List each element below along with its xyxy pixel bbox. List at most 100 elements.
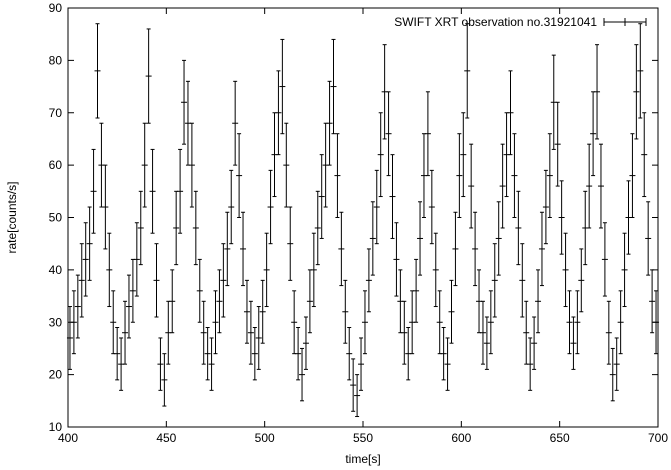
data-point	[338, 211, 345, 287]
data-point	[637, 23, 644, 119]
data-point	[157, 337, 164, 391]
data-point	[291, 290, 298, 355]
data-point	[133, 222, 140, 297]
data-point	[208, 337, 215, 391]
data-point	[605, 300, 612, 365]
data-point	[295, 326, 302, 381]
data-point	[499, 143, 506, 229]
y-tick-label: 50	[49, 211, 63, 225]
data-point	[70, 290, 77, 355]
data-point	[141, 122, 148, 208]
data-point	[617, 290, 624, 355]
x-tick-label: 600	[451, 431, 471, 445]
data-point	[456, 133, 463, 218]
data-point	[507, 70, 514, 156]
data-point	[318, 154, 325, 239]
data-point	[122, 300, 129, 365]
y-tick-label: 90	[49, 1, 63, 15]
data-point	[550, 54, 557, 150]
data-point	[594, 44, 601, 140]
data-point	[377, 112, 384, 198]
data-point	[263, 232, 270, 308]
data-point	[251, 326, 258, 381]
x-tick-label: 450	[156, 431, 176, 445]
data-point	[66, 306, 73, 370]
data-point	[527, 337, 534, 391]
y-axis-label: rate[counts/s]	[5, 181, 19, 253]
data-point	[306, 269, 313, 334]
x-tick-label: 650	[550, 431, 570, 445]
data-point	[393, 222, 400, 297]
data-point	[240, 211, 247, 287]
data-point	[365, 248, 372, 313]
y-tick-label: 80	[49, 53, 63, 67]
data-point	[102, 164, 109, 250]
data-point	[653, 290, 660, 355]
data-point	[621, 232, 628, 308]
data-point	[440, 326, 447, 381]
legend: SWIFT XRT observation no.31921041	[394, 15, 647, 29]
data-point	[192, 190, 199, 266]
data-point	[228, 169, 235, 245]
data-point	[145, 28, 152, 124]
data-point	[86, 206, 93, 281]
y-tick-label: 70	[49, 106, 63, 120]
data-point	[452, 211, 459, 287]
x-axis-label: time[s]	[345, 452, 380, 466]
data-point	[369, 201, 376, 276]
data-point	[114, 326, 121, 381]
data-point	[401, 300, 408, 365]
data-point	[90, 148, 97, 234]
data-point	[350, 358, 357, 412]
data-point	[110, 290, 117, 355]
data-point	[255, 306, 262, 370]
data-point	[629, 133, 636, 218]
axis-ticks	[67, 7, 659, 428]
data-point	[196, 258, 203, 323]
y-tick-label: 10	[49, 420, 63, 434]
data-point	[279, 38, 286, 135]
data-point	[487, 290, 494, 355]
data-point	[188, 122, 195, 208]
data-point	[236, 133, 243, 218]
data-point	[314, 190, 321, 266]
data-point	[531, 316, 538, 370]
data-point	[287, 206, 294, 281]
data-point	[601, 222, 608, 297]
data-point	[444, 337, 451, 391]
data-point	[613, 337, 620, 391]
data-point	[464, 23, 471, 119]
data-point	[535, 269, 542, 334]
data-point	[212, 290, 219, 355]
legend-marker	[603, 18, 647, 26]
data-point	[275, 70, 282, 156]
data-point	[609, 347, 616, 402]
data-point	[82, 222, 89, 297]
data-point	[354, 374, 361, 418]
data-point	[330, 38, 337, 135]
data-point	[460, 112, 467, 198]
y-tick-label: 20	[49, 368, 63, 382]
data-point	[169, 269, 176, 334]
data-point	[326, 80, 333, 166]
data-point	[586, 143, 593, 229]
data-point	[129, 258, 136, 323]
data-point	[519, 243, 526, 318]
data-point	[161, 353, 168, 407]
data-point	[562, 232, 569, 308]
data-point	[373, 169, 380, 245]
axis-tick-labels: 400 450 500 550 600 650 700 10 20 30 40 50 60 70 80 90	[49, 1, 669, 445]
data-point	[554, 101, 561, 187]
data-point	[78, 243, 85, 318]
data-point	[448, 279, 455, 344]
data-point	[283, 122, 290, 208]
data-point	[200, 300, 207, 365]
data-point	[597, 143, 604, 229]
data-point	[216, 269, 223, 334]
data-point	[483, 316, 490, 370]
y-tick-label: 30	[49, 315, 63, 329]
data-point	[417, 201, 424, 276]
data-point	[574, 290, 581, 355]
data-point	[177, 148, 184, 234]
